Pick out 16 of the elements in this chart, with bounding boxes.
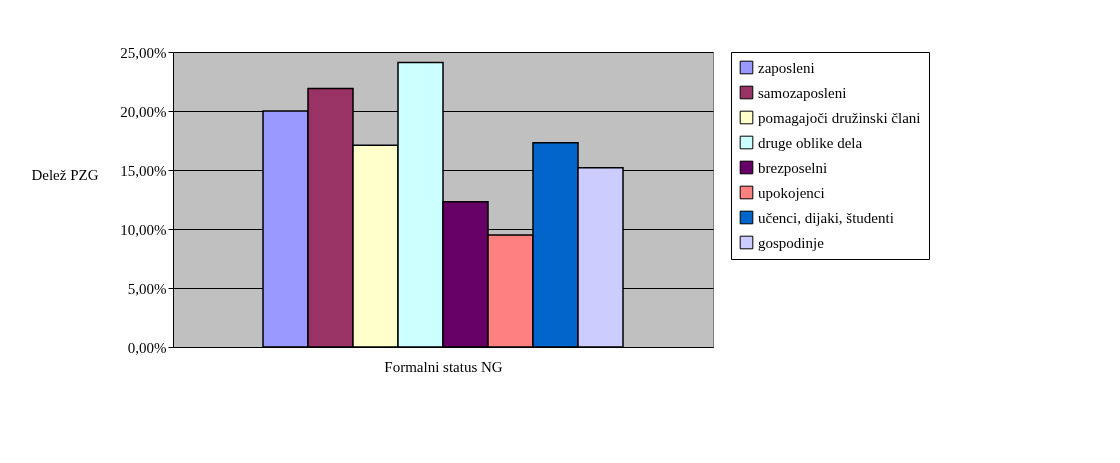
y-tick-label: 20,00% xyxy=(120,103,167,120)
y-tick-label: 5,00% xyxy=(127,280,167,297)
legend-label: pomagajoči družinski člani xyxy=(758,109,921,126)
y-tick-label: 10,00% xyxy=(120,221,167,238)
legend-label: gospodinje xyxy=(758,234,825,251)
y-tick-label: 15,00% xyxy=(120,162,167,179)
legend-label: zaposleni xyxy=(758,59,815,76)
legend-label: učenci, dijaki, študenti xyxy=(758,209,894,226)
legend-label: upokojenci xyxy=(758,184,825,201)
y-axis-title: Delež PZG xyxy=(31,166,99,183)
y-tick-label: 0,00% xyxy=(127,339,167,356)
legend-label: druge oblike dela xyxy=(758,134,863,151)
legend-label: samozaposleni xyxy=(758,84,847,101)
y-tick-label: 25,00% xyxy=(120,44,167,61)
legend-label: brezposelni xyxy=(758,159,828,176)
x-axis-title: Formalni status NG xyxy=(384,358,503,375)
